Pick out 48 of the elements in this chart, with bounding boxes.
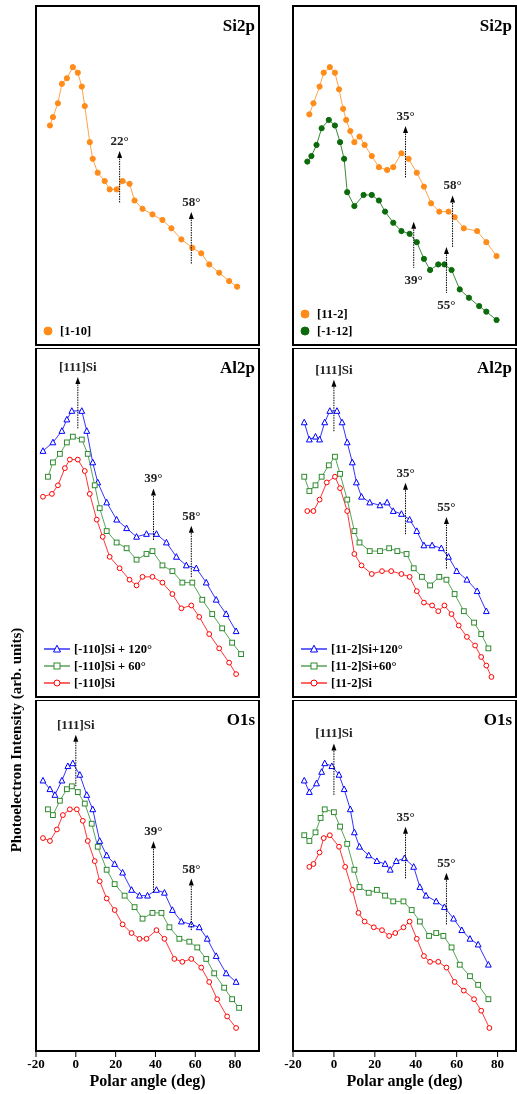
x-tick-label: 60 xyxy=(188,1056,202,1072)
text: [111]Si xyxy=(57,716,95,732)
y-axis-title: Photoelectron Intensity (arb. units) xyxy=(8,627,25,853)
x-tick-label: 80 xyxy=(491,1056,505,1072)
x-tick-label: 20 xyxy=(368,1056,382,1072)
chart-title: Al2p xyxy=(477,358,512,377)
x-tick-label: 40 xyxy=(148,1056,162,1072)
annotation: 35° xyxy=(396,808,415,824)
legend-label: [-110]Si + 120° xyxy=(74,642,153,656)
text: [111]Si xyxy=(315,725,354,741)
chart-title: O1s xyxy=(483,710,513,729)
chart-title: Al2p xyxy=(220,358,255,377)
x-tick-label: -20 xyxy=(284,1056,302,1072)
legend-label: [11-2] xyxy=(317,307,348,321)
annotation: 55° xyxy=(437,296,456,312)
legend-label: [-1-12] xyxy=(317,324,353,338)
legend-label: [11-2]Si+60° xyxy=(331,659,397,673)
x-tick-label: 20 xyxy=(109,1056,123,1072)
legend-label: [-110]Si + 60° xyxy=(74,659,146,673)
annotation: 22° xyxy=(110,132,129,148)
x-axis-title: Polar angle (deg) xyxy=(346,1072,463,1090)
annotation: 58° xyxy=(443,177,462,193)
x-tick-label: 0 xyxy=(72,1056,80,1072)
x-tick-label: 40 xyxy=(409,1056,423,1072)
legend-label: [-110]Si xyxy=(74,676,116,690)
legend-label: [1-10] xyxy=(60,324,92,338)
chart-title: O1s xyxy=(226,710,256,729)
annotation: 55° xyxy=(437,499,456,515)
annotation: 35° xyxy=(396,107,415,123)
x-tick-label: 60 xyxy=(450,1056,464,1072)
legend-label: [11-2]Si+120° xyxy=(331,642,403,656)
x-tick-label: -20 xyxy=(27,1056,45,1072)
chart-title: Si2p xyxy=(479,16,512,35)
text: [111]Si xyxy=(315,361,354,377)
x-axis-title: Polar angle (deg) xyxy=(89,1072,206,1090)
annotation: 39° xyxy=(144,823,163,839)
annotation: 58° xyxy=(182,194,201,210)
chart-title: Si2p xyxy=(222,16,255,35)
x-tick-label: 0 xyxy=(330,1056,338,1072)
annotation: 58° xyxy=(182,860,201,876)
annotation: 39° xyxy=(144,470,163,486)
x-tick-label: 80 xyxy=(228,1056,242,1072)
annotation: 35° xyxy=(396,464,415,480)
annotation: 39° xyxy=(404,271,423,287)
legend-label: [11-2]Si xyxy=(331,676,373,690)
text: [111]Si xyxy=(59,358,97,374)
annotation: 58° xyxy=(182,507,201,523)
annotation: 55° xyxy=(437,854,456,870)
